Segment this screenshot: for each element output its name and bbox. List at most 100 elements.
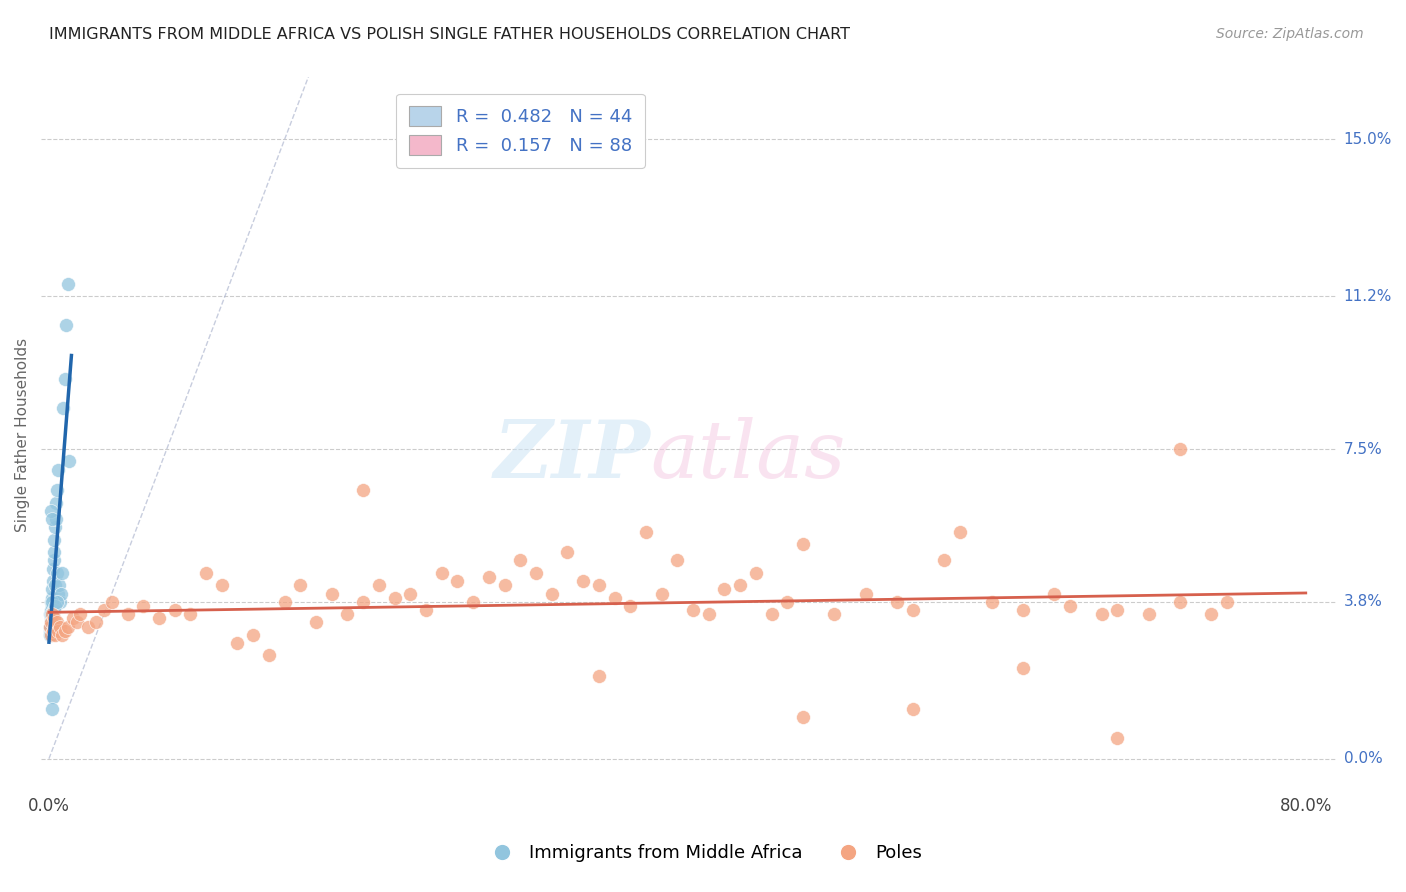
- Point: [49, 619, 72, 633]
- Point: [45, 615, 67, 630]
- Point: [713, 582, 735, 597]
- Point: [48, 624, 70, 638]
- Point: [53, 372, 76, 386]
- Point: [42, 545, 65, 559]
- Text: 0.0%: 0.0%: [1344, 751, 1382, 766]
- Point: [399, 586, 422, 600]
- Point: [39, 595, 62, 609]
- Point: [41, 595, 63, 609]
- Point: [44, 599, 66, 613]
- Point: [41, 504, 63, 518]
- Point: [53, 624, 76, 638]
- Point: [45, 496, 67, 510]
- Point: [509, 553, 531, 567]
- Point: [41, 512, 63, 526]
- Point: [52, 401, 75, 415]
- Point: [39, 619, 62, 633]
- Point: [62, 611, 84, 625]
- Point: [666, 553, 689, 567]
- Text: IMMIGRANTS FROM MIDDLE AFRICA VS POLISH SINGLE FATHER HOUSEHOLDS CORRELATION CHA: IMMIGRANTS FROM MIDDLE AFRICA VS POLISH …: [49, 27, 851, 42]
- Point: [48, 578, 70, 592]
- Point: [44, 520, 66, 534]
- Text: ZIP: ZIP: [494, 417, 650, 495]
- Point: [886, 595, 908, 609]
- Point: [949, 524, 972, 539]
- Point: [41, 582, 63, 597]
- Point: [117, 607, 139, 622]
- Point: [101, 595, 124, 609]
- Point: [257, 648, 280, 663]
- Point: [273, 595, 295, 609]
- Point: [336, 607, 359, 622]
- Point: [39, 628, 62, 642]
- Legend: R =  0.482   N = 44, R =  0.157   N = 88: R = 0.482 N = 44, R = 0.157 N = 88: [396, 94, 645, 168]
- Point: [41, 702, 63, 716]
- Point: [226, 636, 249, 650]
- Point: [321, 586, 343, 600]
- Point: [901, 603, 924, 617]
- Point: [49, 595, 72, 609]
- Text: atlas: atlas: [650, 417, 845, 495]
- Point: [42, 603, 65, 617]
- Point: [619, 599, 641, 613]
- Point: [352, 483, 374, 498]
- Text: 15.0%: 15.0%: [1344, 132, 1392, 147]
- Text: 7.5%: 7.5%: [1344, 442, 1382, 457]
- Point: [1012, 603, 1035, 617]
- Point: [55, 318, 77, 333]
- Point: [1168, 595, 1191, 609]
- Point: [430, 566, 453, 580]
- Point: [42, 574, 65, 588]
- Point: [84, 615, 107, 630]
- Point: [1201, 607, 1223, 622]
- Point: [384, 591, 406, 605]
- Point: [352, 595, 374, 609]
- Point: [697, 607, 720, 622]
- Point: [1090, 607, 1112, 622]
- Point: [242, 628, 264, 642]
- Point: [651, 586, 673, 600]
- Point: [56, 619, 79, 633]
- Point: [211, 578, 233, 592]
- Point: [792, 537, 814, 551]
- Point: [1043, 586, 1066, 600]
- Point: [41, 615, 63, 630]
- Point: [132, 599, 155, 613]
- Point: [42, 624, 65, 638]
- Point: [557, 545, 579, 559]
- Point: [93, 603, 115, 617]
- Point: [290, 578, 312, 592]
- Point: [446, 574, 468, 588]
- Point: [66, 615, 89, 630]
- Point: [56, 277, 79, 291]
- Point: [48, 586, 70, 600]
- Point: [494, 578, 516, 592]
- Point: [1168, 442, 1191, 456]
- Point: [45, 512, 67, 526]
- Point: [58, 454, 80, 468]
- Point: [42, 619, 65, 633]
- Point: [69, 607, 91, 622]
- Point: [195, 566, 218, 580]
- Point: [792, 710, 814, 724]
- Point: [44, 533, 66, 547]
- Point: [39, 615, 62, 630]
- Point: [572, 574, 595, 588]
- Point: [415, 603, 437, 617]
- Point: [45, 595, 67, 609]
- Point: [1107, 603, 1129, 617]
- Point: [38, 619, 60, 633]
- Point: [478, 570, 501, 584]
- Point: [41, 591, 63, 605]
- Point: [44, 611, 66, 625]
- Point: [45, 566, 67, 580]
- Point: [367, 578, 389, 592]
- Point: [42, 690, 65, 704]
- Point: [823, 607, 845, 622]
- Text: 11.2%: 11.2%: [1344, 289, 1392, 304]
- Point: [46, 463, 69, 477]
- Text: 3.8%: 3.8%: [1344, 594, 1382, 609]
- Point: [38, 619, 60, 633]
- Point: [855, 586, 877, 600]
- Point: [1012, 661, 1035, 675]
